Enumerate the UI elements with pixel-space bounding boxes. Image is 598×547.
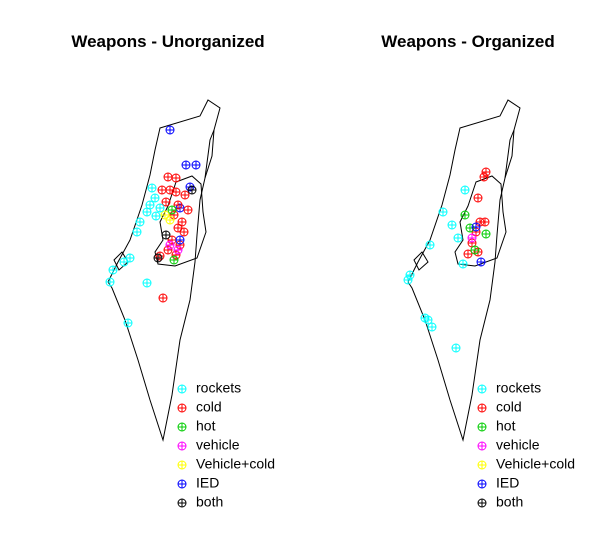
incident-point [460,210,470,220]
incident-point [147,183,157,193]
incident-point [175,235,185,245]
legend-label: IED [496,475,519,491]
incident-point [191,160,201,170]
incident-point [179,227,189,237]
legend-symbol [177,460,187,470]
incident-point [150,193,160,203]
incident-point [167,205,177,215]
map-panel: Weapons - Organized rockets cold hot vehicle… [381,32,575,510]
legend-symbol [477,498,487,508]
incident-point [163,172,173,182]
incident-point [142,278,152,288]
incident-point [171,173,181,183]
incident-point [173,245,183,255]
map-panel: Weapons - Unorganized rockets cold hot vehic… [71,32,275,510]
incident-point [405,270,415,280]
incident-point [158,293,168,303]
incident-point [438,207,448,217]
panel-title: Weapons - Organized [381,32,555,51]
legend-label: rockets [496,380,541,396]
legend-symbol [477,384,487,394]
incident-point [169,255,179,265]
incident-point [153,253,163,263]
incident-point [173,223,183,233]
incident-point [177,217,187,227]
legend-label: cold [496,399,522,415]
incident-point [460,185,470,195]
legend-label: vehicle [496,437,540,453]
legend-symbol [177,479,187,489]
incident-point [155,251,165,261]
incident-point [169,210,179,220]
incident-point [165,215,175,225]
incident-point [183,205,193,215]
incident-point [473,193,483,203]
incident-point [171,250,181,260]
incident-point [471,222,481,232]
incident-point [447,220,457,230]
incident-point [480,217,490,227]
incident-point [161,197,171,207]
legend-label: IED [196,475,219,491]
incident-point [160,210,170,220]
incident-point [105,277,115,287]
incident-point [108,265,118,275]
incident-point [427,322,437,332]
incident-point [157,185,167,195]
incident-point [420,313,430,323]
incident-point [165,240,175,250]
incident-point [163,245,173,255]
incident-point [151,211,161,221]
incident-point [467,233,477,243]
legend-symbol [177,422,187,432]
incident-point [161,230,171,240]
legend-label: vehicle [196,437,240,453]
incident-point [479,172,489,182]
incident-point [135,217,145,227]
legend-label: Vehicle+cold [496,456,575,472]
incident-point [180,190,190,200]
incident-point [155,203,165,213]
legend-label: Vehicle+cold [196,456,275,472]
legend-symbol [477,460,487,470]
legend-symbol [177,441,187,451]
legend-symbol [177,384,187,394]
legend-symbol [177,403,187,413]
incident-point [119,257,129,267]
legend-label: both [496,494,523,510]
legend-symbol [477,441,487,451]
incident-point [132,227,142,237]
incident-point [123,318,133,328]
legend-symbol [477,403,487,413]
incident-point [458,259,468,269]
incident-point [181,160,191,170]
incident-point [481,167,491,177]
incident-point [125,253,135,263]
incident-point [425,240,435,250]
legend-label: both [196,494,223,510]
incident-point [470,245,480,255]
incident-point [481,229,491,239]
incident-point [453,233,463,243]
incident-point [142,207,152,217]
panel-title: Weapons - Unorganized [71,32,264,51]
legend-label: cold [196,399,222,415]
legend-label: hot [496,418,516,434]
incident-point [171,187,181,197]
incident-point [187,185,197,195]
legend-label: rockets [196,380,241,396]
incident-point [403,275,413,285]
legend-label: hot [196,418,216,434]
incident-point [476,257,486,267]
incident-point [165,125,175,135]
incident-point [451,343,461,353]
panels: Weapons - Unorganized rockets cold hot vehic… [71,32,575,510]
legend-symbol [477,422,487,432]
legend-symbol [177,498,187,508]
legend-symbol [477,479,487,489]
